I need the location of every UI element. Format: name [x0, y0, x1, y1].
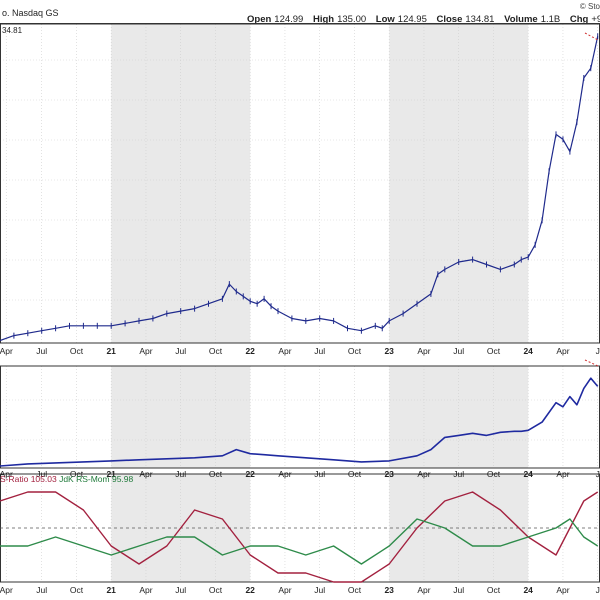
- x-tick-label: Jul: [453, 469, 464, 479]
- x-tick-label: Oct: [70, 585, 84, 595]
- x-tick-label: Apr: [417, 469, 430, 479]
- x-tick-label: J: [596, 469, 600, 479]
- x-tick-label: 23: [384, 585, 394, 595]
- x-tick-label: J: [596, 346, 600, 356]
- x-tick-label: Apr: [0, 469, 13, 479]
- x-tick-label: Oct: [209, 585, 223, 595]
- x-tick-label: Oct: [348, 469, 362, 479]
- rs-ratio-line: [0, 491, 599, 583]
- chg-value: +9,: [591, 14, 600, 25]
- rs-ratio-label: S-Ratio 105.03: [0, 474, 57, 484]
- x-tick-label: 23: [384, 346, 394, 356]
- close-label: Close: [436, 14, 463, 25]
- x-tick-label: 21: [106, 585, 116, 595]
- x-tick-label: Jul: [175, 469, 186, 479]
- x-tick-label: J: [596, 585, 600, 595]
- x-tick-label: 24: [523, 469, 533, 479]
- x-tick-label: 22: [245, 585, 255, 595]
- open-value: 124.99: [274, 14, 304, 25]
- x-tick-label: Jul: [175, 346, 186, 356]
- x-tick-label: Oct: [487, 346, 501, 356]
- x-tick-label: Apr: [139, 346, 152, 356]
- x-tick-label: Oct: [209, 346, 223, 356]
- x-tick-label: Jul: [314, 346, 325, 356]
- x-tick-label: Oct: [209, 469, 223, 479]
- x-tick-label: Jul: [36, 346, 47, 356]
- marker-line: [584, 32, 599, 41]
- x-tick-label: Apr: [417, 346, 430, 356]
- x-tick-label: 24: [523, 585, 533, 595]
- x-tick-label: 22: [245, 346, 255, 356]
- x-tick-label: Oct: [70, 346, 84, 356]
- x-tick-label: Apr: [556, 585, 569, 595]
- rs-mom-line: [0, 518, 599, 565]
- x-tick-label: Oct: [487, 585, 501, 595]
- x-tick-label: Apr: [278, 585, 291, 595]
- x-tick-label: Jul: [453, 585, 464, 595]
- price-line: [0, 36, 599, 342]
- x-tick-label: Apr: [139, 469, 152, 479]
- x-tick-label: Oct: [70, 469, 84, 479]
- x-tick-label: 24: [523, 346, 533, 356]
- volume-label: Volume: [504, 14, 538, 25]
- volume-value: 1.1B: [540, 14, 561, 25]
- x-tick-label: Apr: [278, 469, 291, 479]
- x-tick-label: Apr: [278, 346, 291, 356]
- x-tick-label: 21: [106, 469, 116, 479]
- open-label: Open: [247, 14, 272, 25]
- high-value: 135.00: [337, 14, 367, 25]
- ohlc-readout: Open 124.99 High 135.00 Low 124.95 Close 134…: [240, 14, 600, 25]
- x-tick-label: Jul: [36, 585, 47, 595]
- x-tick-label: Apr: [0, 585, 13, 595]
- low-label: Low: [375, 14, 395, 25]
- x-tick-label: Apr: [556, 469, 569, 479]
- indicator-label: S-Ratio 105.03 JdK RS-Mom 95.98: [0, 474, 133, 484]
- chg-label: Chg: [569, 14, 589, 25]
- x-tick-label: Oct: [348, 585, 362, 595]
- x-tick-label: 22: [245, 469, 255, 479]
- close-value: 134.81: [465, 14, 495, 25]
- credit-text: © Sto: [579, 2, 600, 11]
- marker-line: [584, 359, 599, 367]
- last-price-tag: 34.81: [2, 26, 23, 35]
- x-tick-label: Apr: [417, 585, 430, 595]
- rs-line: [0, 377, 599, 467]
- x-tick-label: Jul: [175, 585, 186, 595]
- x-tick-label: Jul: [36, 469, 47, 479]
- x-tick-label: Jul: [314, 585, 325, 595]
- exchange-label: o. Nasdaq GS: [2, 8, 59, 18]
- x-tick-label: Apr: [0, 346, 13, 356]
- high-label: High: [312, 14, 335, 25]
- x-tick-label: Jul: [314, 469, 325, 479]
- x-tick-label: 21: [106, 346, 116, 356]
- low-value: 124.95: [397, 14, 427, 25]
- x-tick-label: 23: [384, 469, 394, 479]
- x-tick-label: Jul: [453, 346, 464, 356]
- rs-mom-label: JdK RS-Mom 95.98: [59, 474, 134, 484]
- x-tick-label: Oct: [348, 346, 362, 356]
- x-tick-label: Apr: [139, 585, 152, 595]
- x-tick-label: Oct: [487, 469, 501, 479]
- x-tick-label: Apr: [556, 346, 569, 356]
